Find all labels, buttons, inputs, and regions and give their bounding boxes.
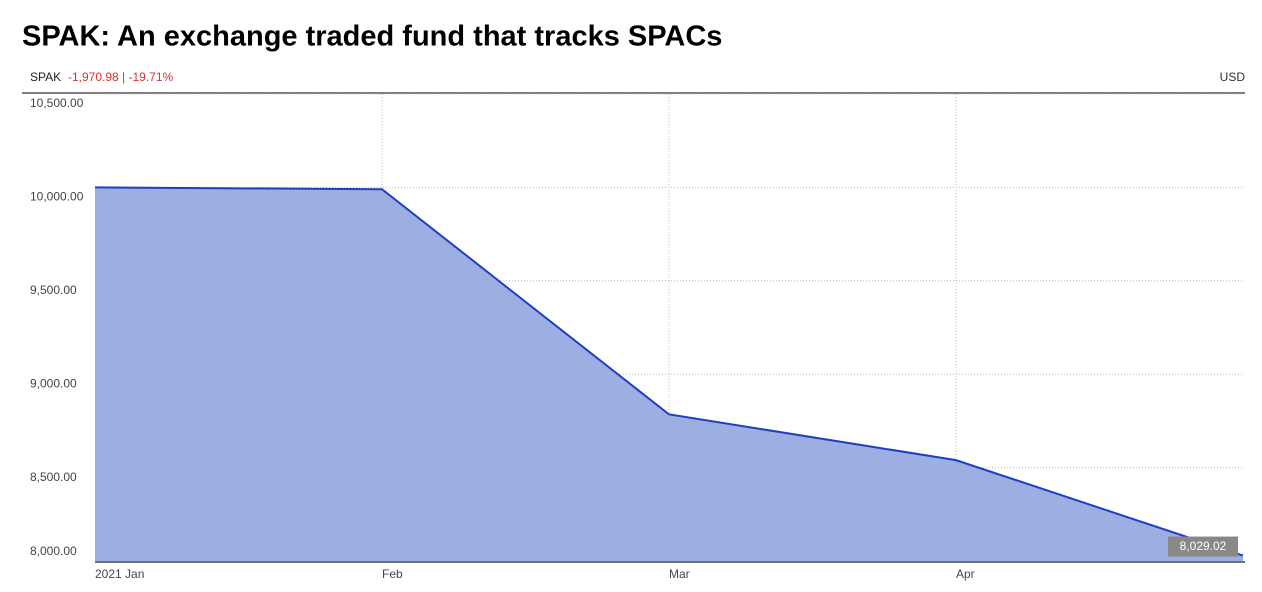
change: -1,970.98 | -19.71% [68,70,174,84]
y-tick-label: 10,000.00 [30,190,84,204]
y-tick-label: 8,500.00 [30,470,77,484]
y-tick-label: 10,500.00 [30,96,84,110]
value-label-box [1168,536,1238,557]
area-line [94,186,1244,557]
y-tick-label: 9,500.00 [30,283,77,297]
currency: USD [1220,70,1246,84]
x-tick-label: Mar [669,567,690,581]
y-tick-label: 8,000.00 [30,544,77,558]
y-tick-label: 9,000.00 [30,376,77,390]
x-tick-label: Feb [382,567,403,581]
x-tick-label: 2021 Jan [95,567,144,581]
area-fill [95,187,1243,561]
x-tick-label: Apr [956,567,975,581]
value-label: 8,029.02 [1180,539,1227,553]
ticker: SPAK [30,70,61,84]
chart-title: SPAK: An exchange traded fund that track… [22,21,722,53]
